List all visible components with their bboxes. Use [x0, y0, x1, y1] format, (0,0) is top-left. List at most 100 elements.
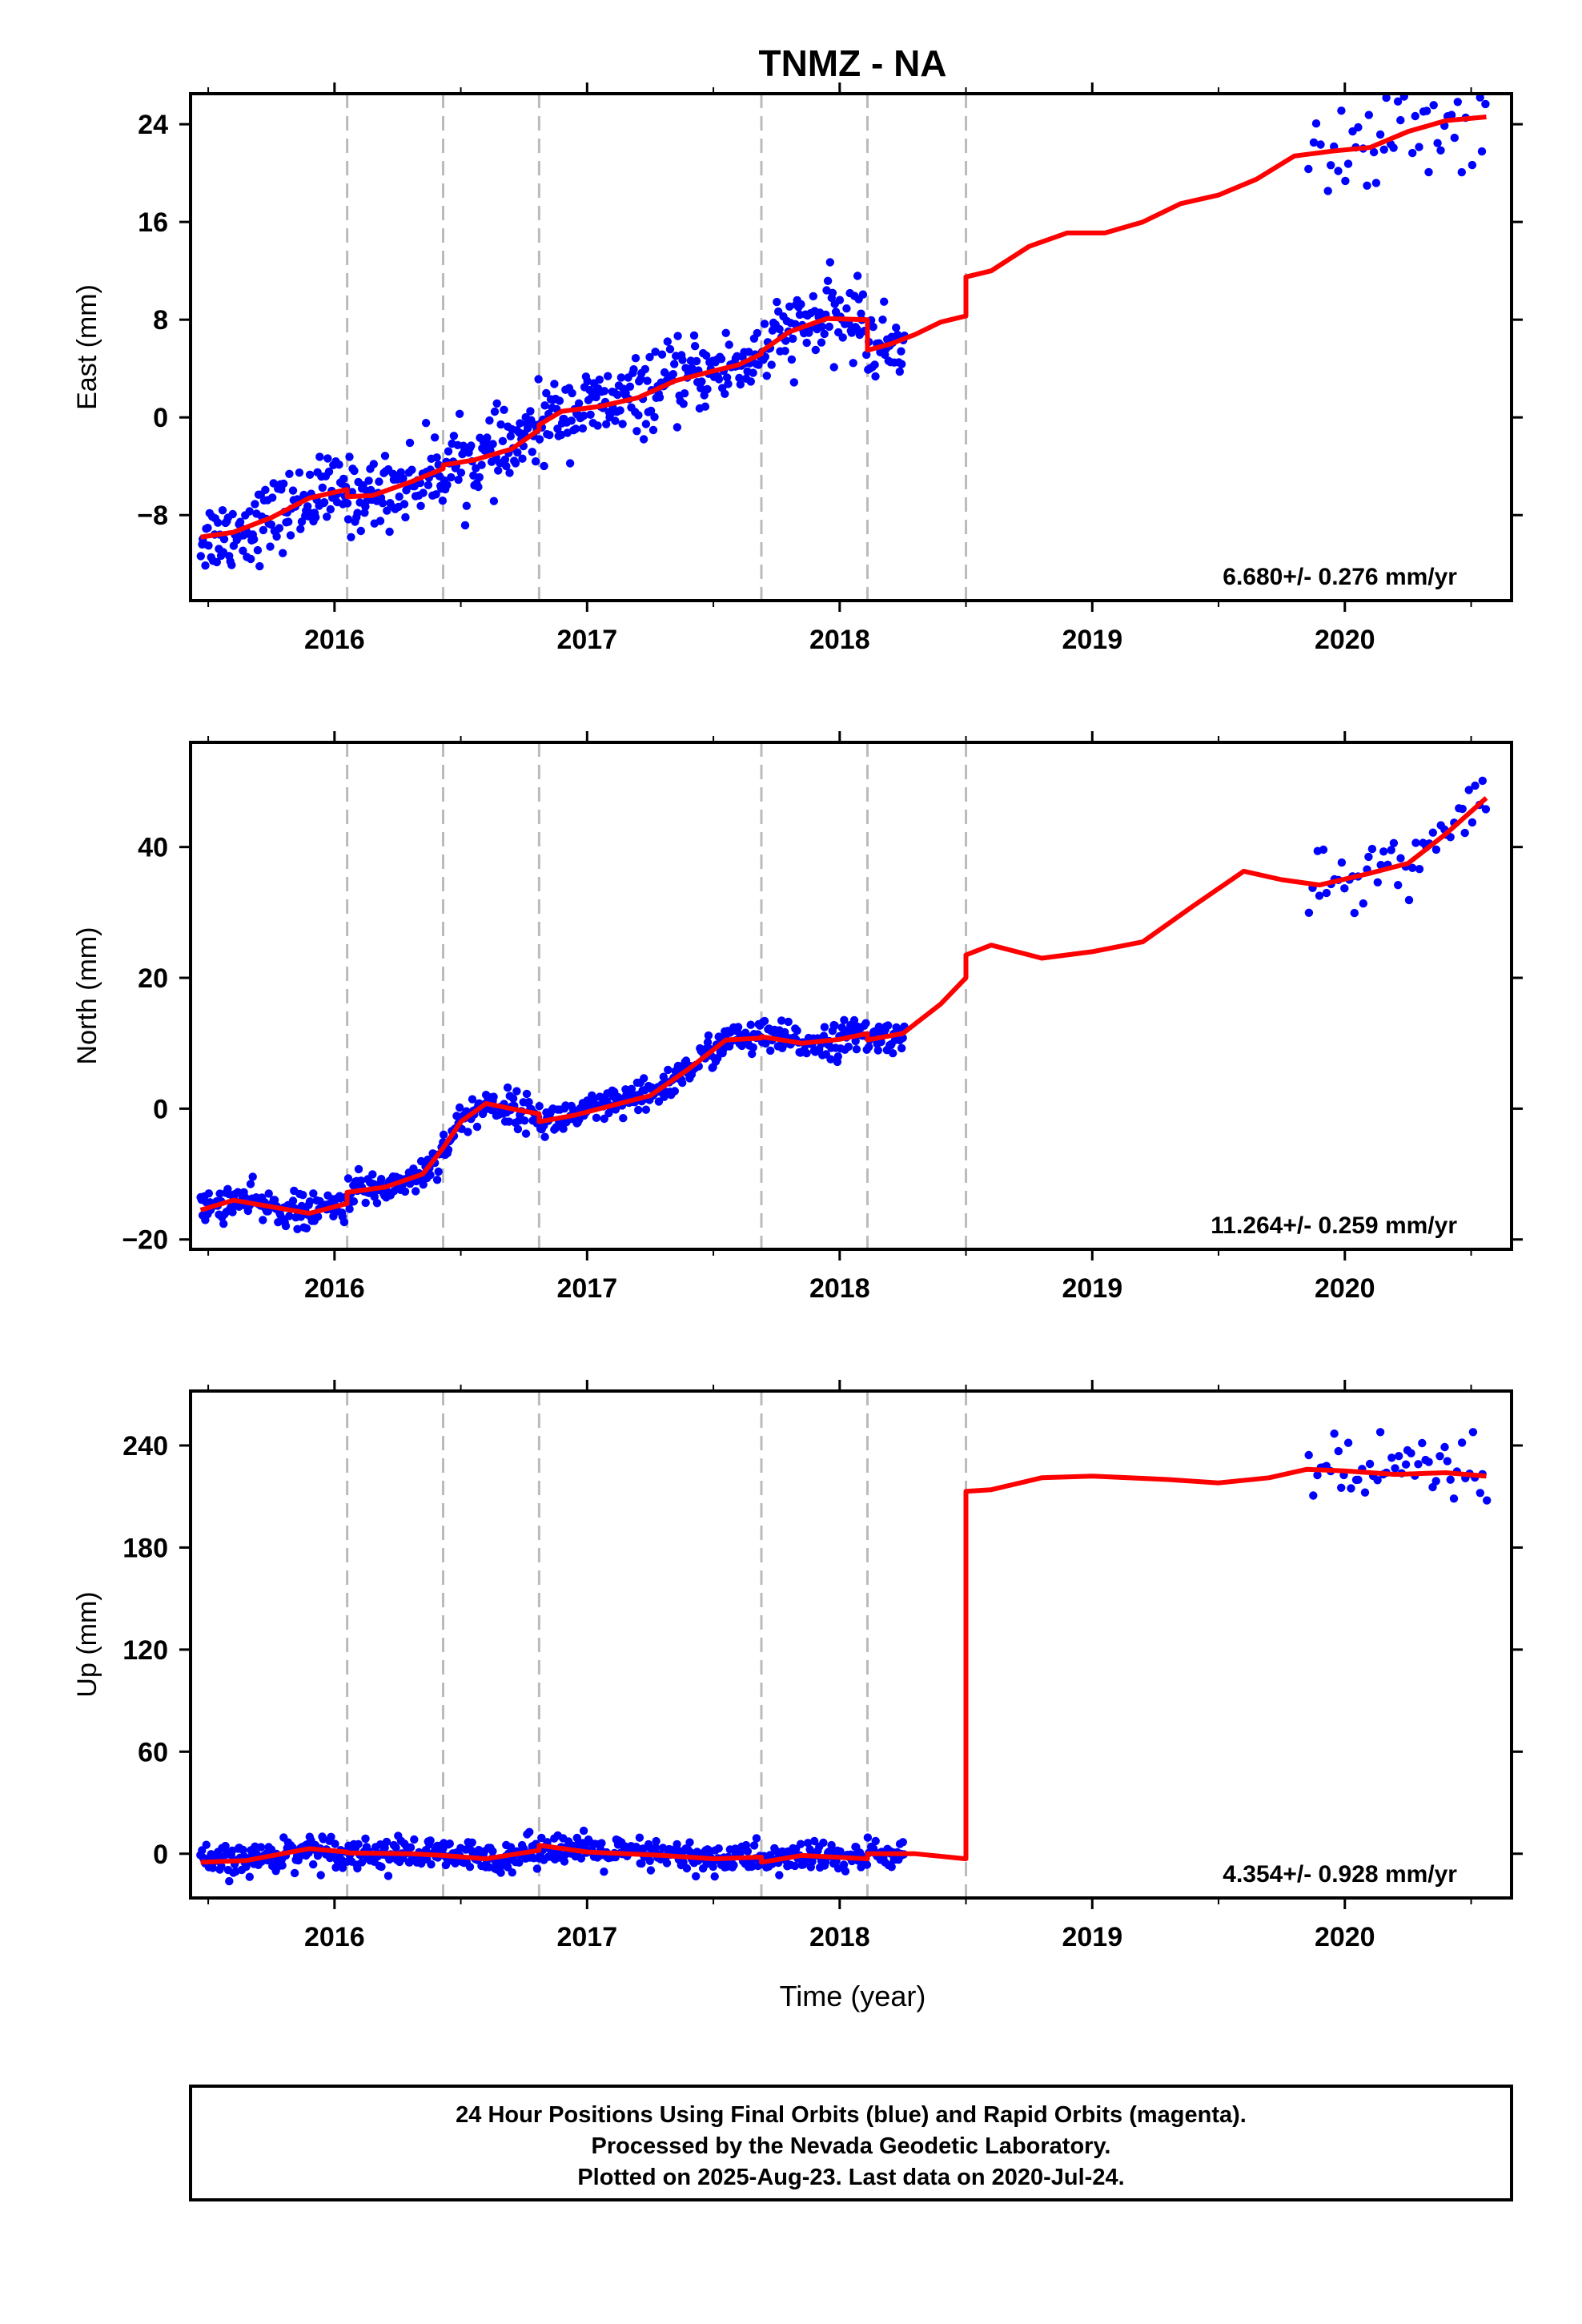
data-point: [1315, 891, 1324, 900]
data-point: [685, 1838, 694, 1847]
data-point: [1387, 846, 1395, 854]
data-point: [1460, 828, 1469, 838]
data-point: [641, 420, 651, 428]
data-point: [1379, 847, 1388, 856]
data-point: [729, 1860, 738, 1870]
observations: [196, 1428, 1492, 1886]
data-point: [1304, 164, 1313, 174]
data-point: [1407, 1449, 1415, 1458]
data-point: [1429, 101, 1438, 110]
data-point: [496, 420, 505, 429]
data-point: [367, 485, 375, 495]
data-point: [526, 407, 535, 416]
data-point: [1364, 111, 1374, 119]
y-axis-label: North (mm): [72, 927, 102, 1065]
data-point: [1319, 845, 1328, 854]
data-point: [600, 1114, 608, 1124]
data-point: [849, 359, 857, 368]
data-point: [810, 1836, 819, 1846]
data-point: [281, 1221, 291, 1231]
data-point: [245, 507, 254, 516]
data-point: [416, 501, 425, 510]
data-point: [702, 351, 711, 360]
data-point: [878, 316, 887, 324]
data-point: [364, 476, 373, 485]
data-point: [1476, 94, 1484, 102]
data-point: [447, 472, 456, 482]
data-point: [225, 1876, 234, 1886]
data-point: [640, 1074, 648, 1083]
data-point: [488, 1847, 497, 1856]
data-point: [678, 1078, 687, 1088]
x-tick-label: 2016: [304, 625, 365, 655]
data-point: [1468, 1428, 1478, 1437]
data-point: [692, 1872, 701, 1881]
data-point: [808, 1857, 817, 1866]
data-point: [1373, 1476, 1382, 1485]
data-point: [825, 322, 834, 332]
data-point: [215, 1189, 224, 1198]
data-point: [465, 1863, 475, 1872]
data-point: [613, 390, 622, 400]
data-point: [662, 1859, 672, 1868]
data-point: [1468, 818, 1477, 827]
data-point: [670, 360, 679, 368]
data-point: [496, 1868, 505, 1877]
data-point: [725, 340, 733, 349]
data-point: [703, 1038, 713, 1047]
data-point: [1435, 1452, 1444, 1461]
data-point: [253, 545, 263, 555]
data-point: [865, 1043, 873, 1051]
data-point: [314, 1212, 323, 1221]
data-point: [743, 1847, 753, 1856]
data-point: [697, 377, 706, 386]
data-point: [746, 377, 755, 386]
data-point: [343, 515, 353, 524]
data-point: [432, 1176, 442, 1184]
data-point: [1389, 838, 1399, 848]
data-point: [489, 497, 499, 505]
data-point: [1476, 1489, 1485, 1498]
x-tick-label: 2018: [809, 1273, 870, 1304]
data-point: [296, 525, 305, 533]
data-point: [749, 368, 757, 377]
data-point: [785, 302, 794, 311]
data-point: [361, 502, 370, 511]
data-point: [266, 542, 275, 551]
y-axis-label: East (mm): [72, 284, 102, 410]
data-point: [489, 1092, 498, 1101]
data-point: [382, 1837, 391, 1847]
data-point: [1309, 1491, 1318, 1500]
data-point: [255, 561, 264, 571]
data-point: [1322, 888, 1331, 898]
data-point: [1471, 78, 1479, 86]
data-point: [462, 501, 471, 510]
data-point: [1375, 130, 1385, 139]
data-point: [1431, 1477, 1440, 1486]
data-point: [272, 532, 281, 541]
data-point: [353, 1864, 362, 1873]
y-tick-label: 40: [138, 833, 168, 863]
data-point: [460, 521, 470, 530]
data-point: [316, 1871, 325, 1880]
data-point: [1394, 881, 1403, 890]
panel-up: 2016 2017 2018 2019 2020 0 60 120 180 240 Up (mm) 4…: [72, 1380, 1523, 1952]
data-point: [345, 452, 354, 461]
data-point: [1404, 895, 1414, 905]
data-point: [1334, 1446, 1343, 1456]
data-point: [290, 1868, 299, 1878]
data-point: [202, 1840, 211, 1849]
data-point: [208, 1864, 217, 1872]
data-point: [583, 376, 592, 386]
x-tick-label: 2020: [1315, 1922, 1375, 1952]
data-point: [445, 1839, 454, 1848]
data-point: [410, 1835, 419, 1844]
data-point: [852, 1045, 861, 1054]
data-point: [454, 475, 463, 485]
data-point: [560, 1857, 569, 1866]
data-point: [873, 1046, 883, 1055]
data-point: [1450, 133, 1460, 143]
data-point: [361, 1198, 370, 1208]
data-point: [518, 454, 527, 463]
data-point: [488, 440, 497, 448]
